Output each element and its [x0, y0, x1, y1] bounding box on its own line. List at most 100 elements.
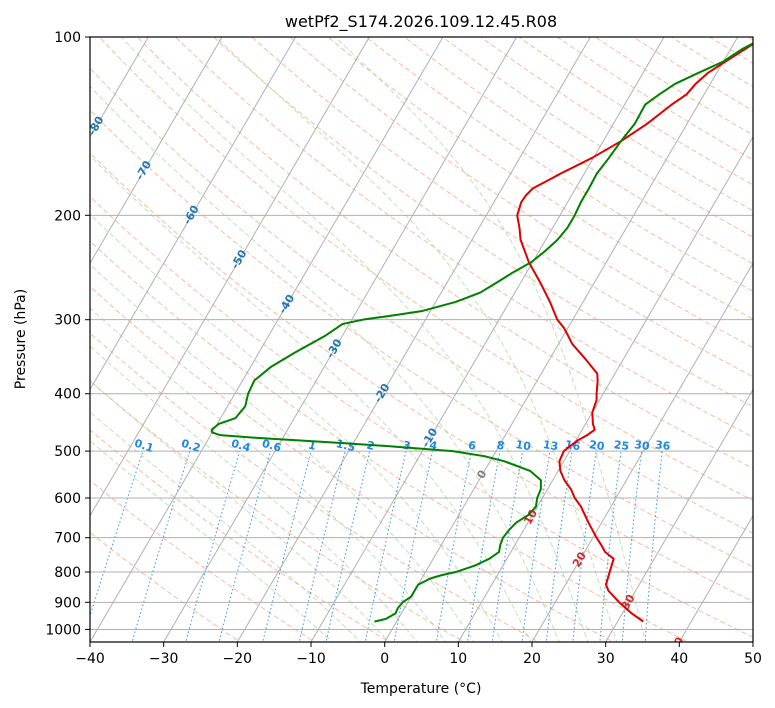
isotherm — [384, 37, 739, 642]
profile-series — [210, 42, 753, 623]
x-tick-label: 0 — [380, 651, 389, 667]
dry-adiabat — [90, 531, 241, 642]
isotherm-label: -10 — [419, 425, 440, 449]
dewpoint-profile — [210, 42, 753, 623]
x-tick-label: 20 — [523, 651, 541, 667]
isotherm — [457, 135, 753, 642]
isotherm-label: 20 — [570, 549, 589, 569]
background-lines — [90, 37, 753, 642]
y-tick-label: 800 — [54, 565, 81, 581]
x-tick-label: −10 — [296, 651, 326, 667]
dry-adiabat — [709, 37, 753, 64]
mixing-ratio-label: 0.2 — [180, 437, 202, 455]
mixing-ratio-label: 6 — [467, 439, 477, 453]
dry-adiabat — [289, 37, 753, 349]
mixing-ratio-line — [621, 451, 643, 642]
mixing-ratio-label: 20 — [588, 438, 605, 453]
moist-adiabat — [90, 345, 418, 642]
mixing-ratio-label: 13 — [542, 438, 559, 453]
dry-adiabat — [327, 37, 753, 320]
temperature-profile — [516, 42, 753, 623]
isotherm-label: -60 — [181, 203, 202, 227]
y-tick-label: 900 — [54, 595, 81, 611]
mixing-ratio-label: 3 — [402, 439, 412, 453]
x-tick-label: −30 — [149, 651, 179, 667]
mixing-ratio-label: 0.6 — [260, 437, 283, 455]
isotherm-label: -80 — [85, 114, 106, 138]
dry-adiabat — [175, 37, 753, 438]
isotherm — [605, 388, 753, 642]
dry-adiabat — [633, 37, 753, 112]
isotherm — [90, 37, 223, 265]
x-tick-label: 30 — [597, 651, 615, 667]
isotherm — [90, 37, 444, 642]
dry-adiabat — [747, 37, 753, 41]
moist-adiabat — [90, 411, 362, 642]
x-axis-label: Temperature (°C) — [360, 681, 482, 697]
dry-adiabat — [442, 37, 753, 238]
isotherm — [678, 514, 753, 642]
moist-adiabat — [90, 307, 447, 642]
mixing-ratio-label: 1.5 — [335, 437, 357, 454]
isotherm — [0, 37, 75, 642]
mixing-ratio-label: 25 — [613, 438, 630, 453]
moist-adiabat — [215, 37, 618, 642]
x-axis-ticks: −40 −30 −20 −10 0 10 20 30 40 50 — [75, 642, 762, 667]
mixing-ratio-label: 0.1 — [133, 437, 156, 455]
y-tick-label: 700 — [54, 531, 81, 547]
y-tick-label: 1000 — [45, 622, 81, 638]
isotherm-label: -90 — [38, 69, 59, 93]
y-tick-label: 200 — [54, 208, 81, 224]
moist-adiabat — [334, 37, 647, 642]
isotherm-label: 40 — [668, 635, 687, 655]
mixing-ratio-line — [298, 450, 346, 642]
mixing-ratio-line — [545, 451, 573, 642]
y-tick-label: 300 — [54, 313, 81, 329]
mixing-ratio-label: 10 — [515, 438, 533, 454]
moist-adiabat — [90, 440, 333, 642]
y-tick-label: 500 — [54, 444, 81, 460]
isotherm-label: -100 — [0, 21, 13, 52]
x-tick-label: −20 — [223, 651, 253, 667]
mixing-ratio-line — [521, 451, 551, 642]
isotherm-label: -30 — [324, 336, 345, 360]
mixing-ratio-line — [218, 450, 272, 642]
isotherm-label: -70 — [133, 158, 154, 182]
y-tick-label: 400 — [54, 387, 81, 403]
x-tick-label: 10 — [449, 651, 467, 667]
dry-adiabat — [98, 37, 753, 501]
mixing-ratio-label: 30 — [634, 438, 651, 453]
chart-title: wetPf2_S174.2026.109.12.45.R08 — [285, 12, 557, 32]
y-axis-ticks: 100 200 300 400 500 600 700 800 900 1000 — [45, 30, 90, 638]
x-tick-label: 50 — [744, 651, 762, 667]
dry-adiabat — [136, 37, 753, 469]
moist-adiabat — [90, 155, 532, 642]
dry-adiabat — [90, 240, 690, 642]
isotherm — [236, 37, 591, 642]
y-axis-label: Pressure (hPa) — [13, 289, 29, 389]
dry-adiabat — [518, 37, 753, 186]
dry-adiabat — [90, 109, 753, 568]
mixing-ratio-label: 0.4 — [230, 437, 253, 455]
mixing-ratio-line — [131, 450, 191, 642]
isotherm — [310, 37, 665, 642]
mixing-ratio-label: 1 — [307, 438, 318, 453]
isotherm — [0, 37, 1, 642]
mixing-ratio-line — [572, 451, 597, 642]
dry-adiabat — [90, 195, 753, 638]
mixing-ratio-line — [435, 451, 472, 642]
mixing-ratio-line — [185, 450, 241, 642]
dry-adiabat — [251, 37, 753, 378]
x-tick-label: −40 — [75, 651, 105, 667]
mixing-ratio-line — [262, 450, 312, 642]
isotherm — [163, 37, 518, 642]
y-tick-label: 600 — [54, 491, 81, 507]
isotherm-label: -40 — [276, 292, 297, 316]
mixing-ratio-label: 8 — [496, 439, 506, 453]
dry-adiabat — [90, 332, 540, 642]
line-labels: 0.1 0.2 0.4 0.6 1 1.5 2 3 4 6 8 10 13 16 20 25 30 36-100-… — [0, 21, 687, 655]
x-tick-label: 40 — [670, 651, 688, 667]
isotherm — [90, 37, 370, 517]
dry-adiabat — [90, 479, 316, 642]
